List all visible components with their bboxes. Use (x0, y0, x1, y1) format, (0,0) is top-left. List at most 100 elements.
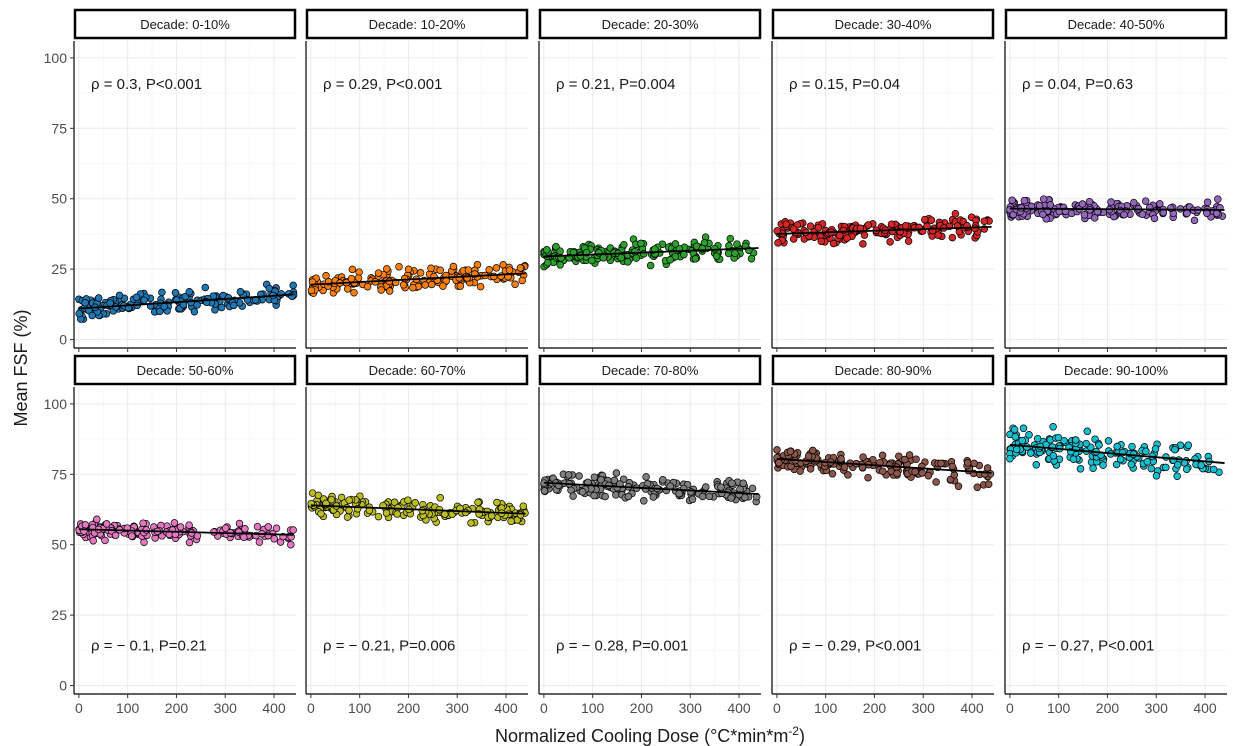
trend-line (776, 457, 992, 474)
data-point (837, 455, 845, 463)
data-point (190, 307, 199, 316)
x-tick-label: 0 (540, 700, 548, 716)
data-point (343, 285, 352, 293)
correlation-annotation: ρ = 0.21, P=0.004 (556, 76, 675, 93)
data-point (467, 519, 475, 527)
data-point (887, 220, 896, 228)
data-point (1026, 449, 1035, 457)
data-point (1082, 439, 1090, 448)
data-point (81, 521, 90, 529)
data-point (905, 451, 914, 459)
correlation-annotation: ρ = 0.3, P<0.001 (91, 76, 202, 93)
data-point (597, 476, 605, 484)
data-point (901, 455, 909, 464)
x-axis-title: Normalized Cooling Dose (°C*min*m-2) (495, 724, 805, 746)
data-point (934, 231, 942, 239)
data-point (1203, 209, 1211, 217)
data-point (272, 524, 281, 533)
panel-6: Decade: 50-60% 0 100 200 300 400 0 25 50 75 100 ρ =… (44, 354, 297, 716)
data-point (307, 286, 316, 295)
correlation-annotation: ρ = 0.15, P=0.04 (789, 76, 900, 93)
data-point (1141, 197, 1150, 205)
data-point (540, 487, 549, 495)
data-point (888, 227, 897, 236)
data-point (632, 254, 641, 262)
data-point (485, 265, 493, 274)
grid (539, 41, 761, 348)
data-point (918, 469, 926, 477)
data-point (983, 464, 992, 472)
correlation-annotation: ρ = − 0.27, P<0.001 (1022, 638, 1154, 655)
data-point (1046, 201, 1055, 209)
data-point (1120, 210, 1128, 219)
correlation-annotation: ρ = − 0.29, P<0.001 (789, 638, 921, 655)
data-point (717, 489, 726, 498)
data-point (240, 533, 248, 541)
data-point (789, 225, 798, 233)
x-tick-label: 200 (863, 700, 887, 716)
data-point (1152, 472, 1161, 480)
data-point (394, 503, 402, 512)
x-tick-label: 0 (1006, 700, 1014, 716)
data-point (1008, 196, 1016, 204)
data-point (1171, 445, 1179, 454)
data-point (185, 521, 193, 529)
data-point (1116, 455, 1125, 464)
data-point (1099, 461, 1107, 469)
data-point (895, 452, 903, 460)
data-point (1150, 214, 1159, 223)
data-point (493, 498, 501, 507)
correlation-annotation: ρ = 0.29, P<0.001 (323, 76, 442, 93)
data-point (1142, 447, 1150, 456)
data-point (185, 538, 194, 547)
data-point (1183, 209, 1191, 218)
data-point (347, 274, 356, 283)
data-point (924, 471, 933, 480)
data-point (1112, 460, 1121, 469)
data-point (464, 266, 473, 274)
data-point (773, 446, 781, 454)
data-point (235, 519, 244, 528)
strip-label: Decade: 20-30% (602, 17, 699, 32)
data-point (1032, 461, 1041, 469)
y-tick-label: 0 (59, 678, 67, 694)
data-point (1214, 195, 1222, 203)
data-point (436, 266, 444, 275)
data-point (1173, 461, 1182, 469)
data-point (185, 288, 194, 296)
data-point (901, 221, 910, 230)
grid (1005, 387, 1227, 694)
data-point (377, 286, 385, 294)
data-point (691, 255, 700, 263)
data-point (253, 522, 262, 531)
data-point (688, 495, 697, 504)
data-point (1080, 211, 1089, 219)
strip-label: Decade: 80-90% (835, 363, 932, 378)
x-tick-label: 200 (165, 700, 189, 716)
y-tick-label: 100 (44, 396, 68, 412)
data-point (775, 459, 783, 467)
data-point (456, 282, 465, 290)
data-point (637, 239, 645, 248)
data-point (640, 497, 648, 505)
data-point (1162, 463, 1170, 472)
data-point (350, 288, 358, 297)
data-point (345, 506, 353, 515)
data-point (158, 288, 166, 297)
data-point (620, 240, 628, 249)
x-axis-title-main: Normalized Cooling Dose (°C*min*m (495, 726, 788, 746)
data-point (115, 291, 124, 300)
data-point (980, 217, 989, 225)
data-point (948, 233, 957, 242)
trend-line (310, 504, 526, 515)
data-point (156, 307, 164, 316)
data-point (128, 532, 136, 540)
data-point (893, 469, 901, 478)
panel-10: Decade: 90-100% 0 100 200 300 400 ρ = − 0.27, … (1004, 354, 1228, 716)
data-point (543, 246, 551, 254)
trend-line (543, 481, 759, 495)
data-point (1184, 441, 1193, 449)
data-point (710, 244, 719, 253)
data-point (511, 280, 519, 289)
